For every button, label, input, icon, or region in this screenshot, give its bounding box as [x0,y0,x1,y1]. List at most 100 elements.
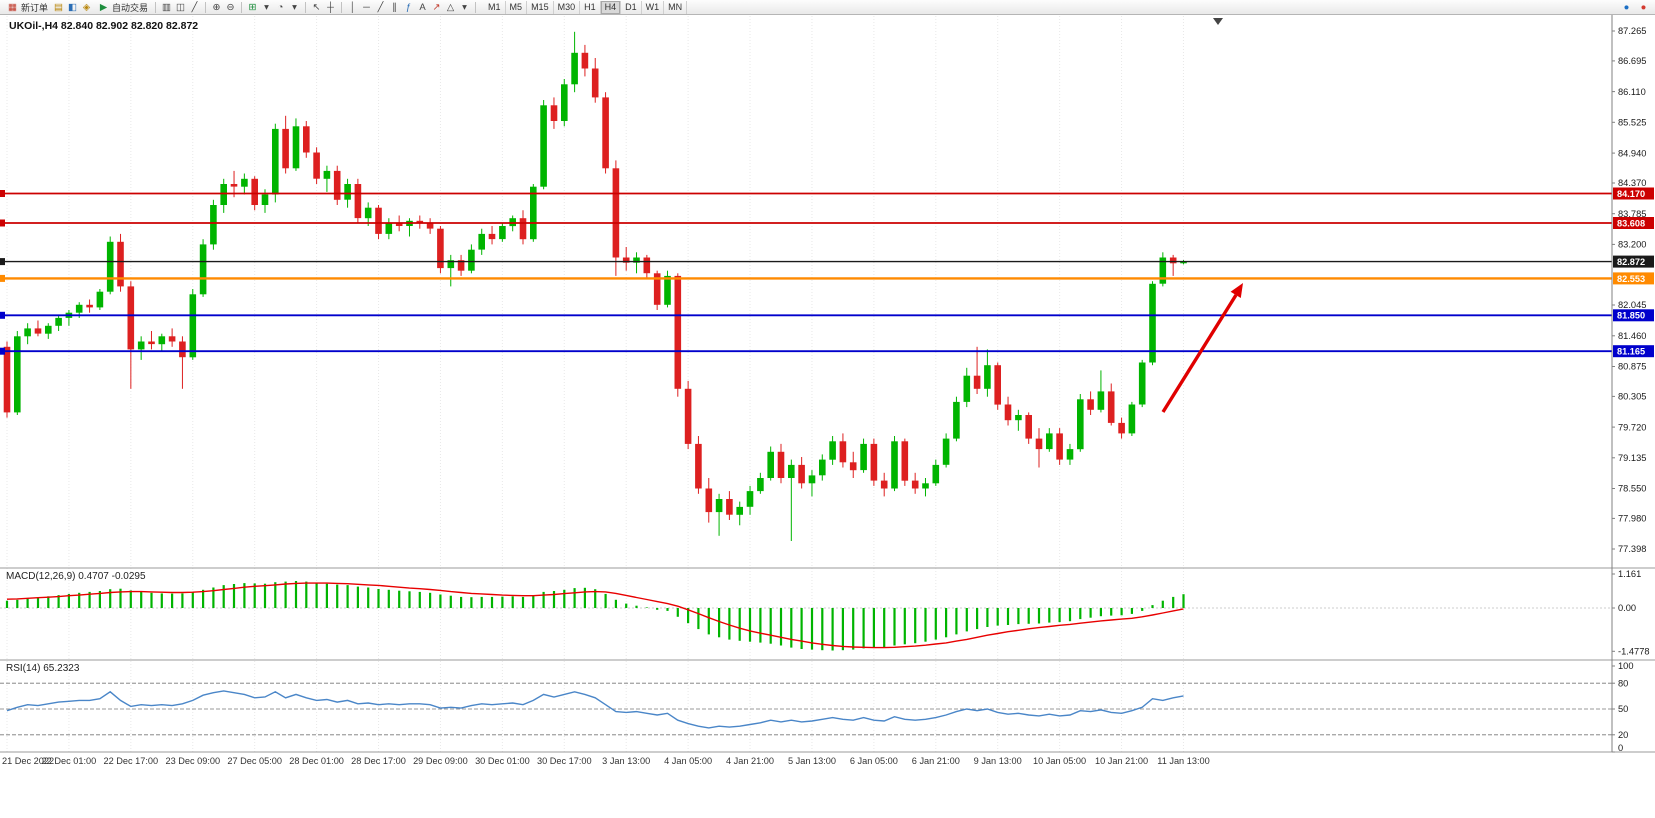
svg-text:10 Jan 21:00: 10 Jan 21:00 [1095,756,1148,766]
svg-text:80.305: 80.305 [1618,392,1646,402]
bar-chart-icon[interactable]: ▥ [162,1,172,13]
main-toolbar: ▦ 新订单 ▤ ◧ ◈ ▶ 自动交易 ▥ ◫ ╱ ⊕ ⊖ ⊞ ▾ ◔ ▾ ↖ ┼… [0,0,1655,15]
svg-text:79.135: 79.135 [1618,453,1646,463]
timeframe-group: M1 M5 M15 M30 H1 H4 D1 W1 MN [484,0,688,14]
chart-title: UKOil-,H4 82.840 82.902 82.820 82.872 [9,20,199,32]
trendline-tool-icon[interactable]: ╱ [377,1,384,13]
timeframe-h1[interactable]: H1 [580,0,601,14]
clock-icon[interactable]: ◔ [277,1,284,13]
timeframe-m1[interactable]: M1 [484,0,506,14]
market-watch-icon[interactable]: ▤ [54,1,63,13]
chevron-down-icon[interactable]: ▾ [292,1,297,13]
timeframe-w1[interactable]: W1 [642,0,665,14]
rsi-scale-label: 20 [1618,730,1628,740]
timeframe-m5[interactable]: M5 [506,0,528,14]
horizontal-level-lines[interactable] [0,190,1612,355]
cursor-icon[interactable]: ↖ [312,1,321,13]
new-order-button[interactable]: ▦ 新订单 [3,1,51,14]
macd-label: MACD(12,26,9) 0.4707 -0.0295 [6,571,146,582]
timeframe-m15[interactable]: M15 [527,0,554,14]
svg-text:4 Jan 05:00: 4 Jan 05:00 [664,756,712,766]
svg-text:87.265: 87.265 [1618,26,1646,36]
navigator-icon[interactable]: ◈ [82,1,91,13]
svg-text:81.850: 81.850 [1617,311,1645,321]
trend-arrow[interactable] [1161,283,1243,413]
auto-trading-label: 自动交易 [112,2,149,13]
svg-text:28 Dec 17:00: 28 Dec 17:00 [351,756,406,766]
svg-text:3 Jan 13:00: 3 Jan 13:00 [602,756,650,766]
rsi-level-lines [0,682,1612,736]
candlestick-chart-icon[interactable]: ◫ [176,1,186,13]
rsi-scale-label: 80 [1618,678,1628,688]
chat-icon[interactable]: ● [1640,1,1647,13]
svg-text:4 Jan 21:00: 4 Jan 21:00 [726,756,774,766]
timeframe-d1[interactable]: D1 [621,0,642,14]
text-tool-icon[interactable]: A [419,1,426,13]
svg-text:82.872: 82.872 [1617,257,1645,267]
svg-text:21 Dec 2022: 21 Dec 2022 [2,756,54,766]
vertical-line-tool-icon[interactable]: │ [349,1,356,13]
toolbar-separator [205,1,207,13]
svg-text:83.200: 83.200 [1618,240,1646,250]
new-order-label: 新订单 [21,2,49,13]
toolbar-separator [341,1,343,13]
svg-text:6 Jan 21:00: 6 Jan 21:00 [912,756,960,766]
chevron-down-icon[interactable]: ▾ [264,1,269,13]
zoom-out-icon[interactable]: ⊖ [226,1,235,13]
svg-text:83.608: 83.608 [1617,218,1645,228]
arrows-tool-icon[interactable]: ↗ [432,1,441,13]
tile-windows-icon[interactable]: ⊞ [248,1,257,13]
macd-scale-label: -1.4778 [1618,647,1650,657]
svg-text:23 Dec 09:00: 23 Dec 09:00 [165,756,220,766]
community-icon[interactable]: ● [1623,1,1630,13]
panel-separators[interactable] [0,567,1655,753]
auto-trading-button[interactable]: ▶ 自动交易 [94,1,151,14]
svg-text:29 Dec 09:00: 29 Dec 09:00 [413,756,468,766]
toolbar-right-group: ● ● [1620,1,1652,14]
svg-text:6 Jan 05:00: 6 Jan 05:00 [850,756,898,766]
svg-text:82.553: 82.553 [1617,274,1645,284]
new-order-icon: ▦ [8,1,17,13]
chevron-down-icon[interactable]: ▾ [462,1,467,13]
channel-tool-icon[interactable]: ∥ [392,1,397,13]
svg-text:81.460: 81.460 [1618,331,1646,341]
zoom-in-icon[interactable]: ⊕ [212,1,221,13]
crosshair-icon[interactable]: ┼ [327,1,334,13]
svg-text:85.525: 85.525 [1618,118,1646,128]
chart-shift-marker-icon[interactable] [1213,18,1223,25]
horizontal-line-tool-icon[interactable]: ─ [363,1,370,13]
svg-text:22 Dec 01:00: 22 Dec 01:00 [42,756,97,766]
macd-scale-label: 0.00 [1618,603,1636,613]
fibonacci-tool-icon[interactable]: ƒ [405,1,412,13]
svg-text:30 Dec 17:00: 30 Dec 17:00 [537,756,592,766]
rsi-scale-label: 0 [1618,743,1623,753]
timeframe-m30[interactable]: M30 [554,0,581,14]
svg-text:81.165: 81.165 [1617,347,1645,357]
price-level-labels[interactable]: 84.170 83.608 82.872 82.553 81.850 81.165 [1613,187,1654,358]
svg-text:9 Jan 13:00: 9 Jan 13:00 [974,756,1022,766]
svg-text:11 Jan 13:00: 11 Jan 13:00 [1157,756,1209,766]
svg-text:5 Jan 13:00: 5 Jan 13:00 [788,756,836,766]
svg-text:84.940: 84.940 [1618,148,1646,158]
toolbar-separator [475,1,477,13]
data-window-icon[interactable]: ◧ [68,1,77,13]
line-chart-icon[interactable]: ╱ [191,1,198,13]
rsi-label: RSI(14) 65.2323 [6,663,80,674]
svg-text:82.045: 82.045 [1618,300,1646,310]
svg-text:28 Dec 01:00: 28 Dec 01:00 [289,756,344,766]
svg-text:78.550: 78.550 [1618,484,1646,494]
toolbar-separator [305,1,307,13]
rsi-scale-label: 100 [1618,661,1634,671]
timeframe-h4[interactable]: H4 [600,0,622,14]
macd-scale-label: 1.161 [1618,569,1641,579]
rsi-line [6,690,1184,729]
svg-text:27 Dec 05:00: 27 Dec 05:00 [227,756,282,766]
macd-histogram [5,581,1185,651]
shapes-tool-icon[interactable]: △ [446,1,455,13]
timeframe-mn[interactable]: MN [664,0,688,14]
svg-text:86.110: 86.110 [1618,87,1646,97]
toolbar-separator [241,1,243,13]
